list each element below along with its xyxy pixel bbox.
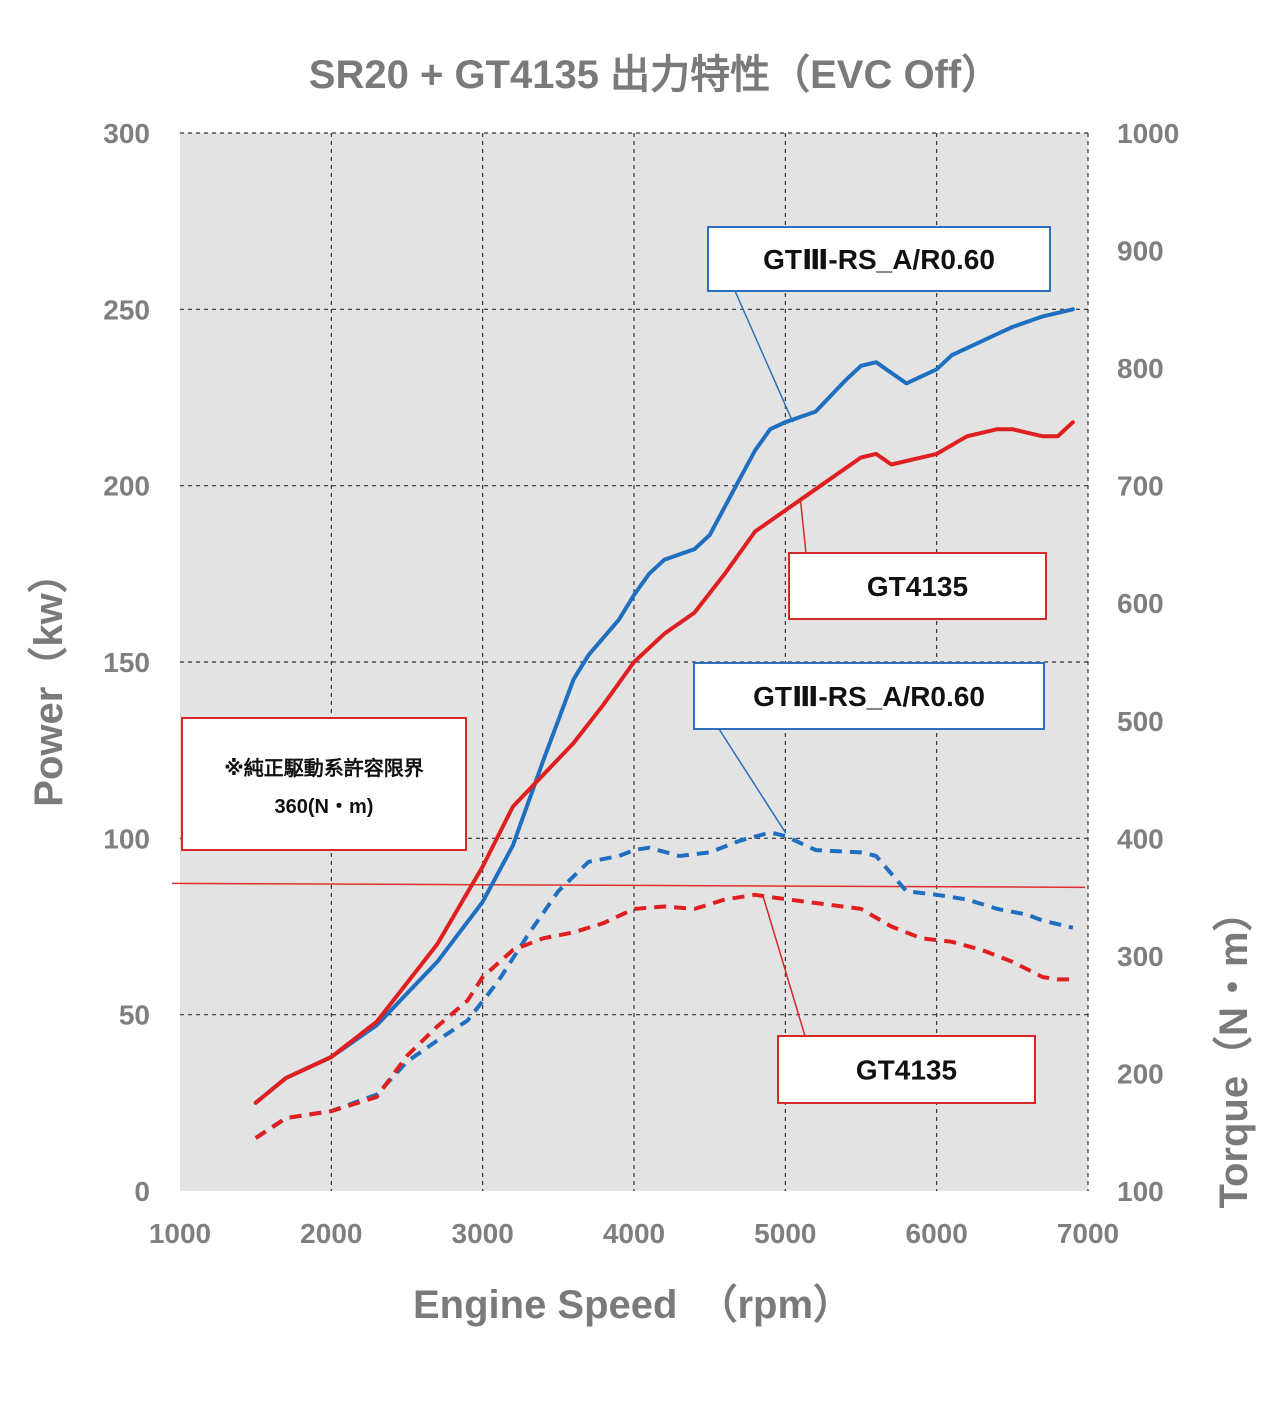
callout-leader-line [718,728,786,833]
y-right-tick-label: 100 [1117,1176,1164,1207]
callout-leader-line [761,894,806,1037]
left-axis-ticks: 0 50 100 150 200 250 300 [103,118,150,1207]
x-axis-ticks: 1000 2000 3000 4000 5000 6000 7000 [149,1218,1119,1249]
x-tick-label: 7000 [1057,1218,1119,1249]
series-line-torque-3 [254,892,1073,1140]
y-right-tick-label: 400 [1117,823,1164,854]
callout-label: GTⅢ-RS_A/R0.60 [753,681,985,712]
x-tick-label: 2000 [300,1218,362,1249]
callout-leader-line [799,499,807,554]
x-tick-label: 6000 [906,1218,968,1249]
y-left-tick-label: 50 [119,1000,150,1031]
y-left-tick-label: 100 [103,823,150,854]
y-right-tick-label: 300 [1117,941,1164,972]
callout-leader-line [734,290,794,423]
callout-layer: GTⅢ-RS_A/R0.60 GT4135 GTⅢ-RS_A/R0.60 GT4135 [693,226,1051,1104]
note-line-2: 360(N・m) [275,796,374,818]
y-right-tick-label: 500 [1117,706,1164,737]
chart-title: SR20 + GT4135 出力特性（EVC Off） [309,53,1001,97]
y-left-tick-label: 0 [134,1176,150,1207]
y-right-tick-label: 1000 [1117,118,1179,149]
y-right-tick-label: 200 [1117,1058,1164,1089]
y-right-axis-label: Torque（N・m） [1212,891,1256,1208]
y-left-tick-label: 200 [103,471,150,502]
callout-label: GT4135 [856,1055,957,1086]
x-tick-label: 5000 [754,1218,816,1249]
y-left-tick-label: 300 [103,118,150,149]
y-right-tick-label: 800 [1117,353,1164,384]
note-line-1: ※純正駆動系許容限界 [224,756,423,780]
series-line-torque-2 [254,830,1074,1140]
x-axis-label: Engine Speed （rpm） [413,1283,853,1327]
y-right-tick-label: 600 [1117,588,1164,619]
y-right-tick-label: 700 [1117,471,1164,502]
series-layer [253,307,1075,1140]
series-line-power-1 [253,420,1075,1105]
y-right-tick-label: 900 [1117,236,1164,267]
right-axis-ticks: 100 200 300 400 500 600 700 800 900 1000 [1117,118,1179,1207]
drivetrain-limit-note: ※純正駆動系許容限界 360(N・m) [181,717,467,851]
callout-box [788,552,1047,620]
note-box-frame [181,717,467,851]
y-left-axis-label: Power（kw） [27,553,71,806]
callout-label: GTⅢ-RS_A/R0.60 [763,244,995,275]
y-left-tick-label: 150 [103,647,150,678]
x-tick-label: 1000 [149,1218,211,1249]
callout-label: GT4135 [867,571,968,602]
callout-box [707,226,1051,292]
drivetrain-limit-line [171,882,1086,889]
y-left-tick-label: 250 [103,294,150,325]
callout-box [777,1035,1036,1104]
callout-box [693,662,1045,730]
x-tick-label: 4000 [603,1218,665,1249]
series-line-power-0 [253,307,1075,1105]
x-tick-label: 3000 [452,1218,514,1249]
